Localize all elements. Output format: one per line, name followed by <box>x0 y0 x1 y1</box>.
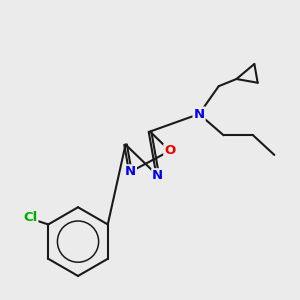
Text: N: N <box>152 169 163 182</box>
Text: O: O <box>164 144 175 157</box>
Text: N: N <box>125 165 136 178</box>
Text: N: N <box>194 107 205 121</box>
Text: Cl: Cl <box>23 212 38 224</box>
